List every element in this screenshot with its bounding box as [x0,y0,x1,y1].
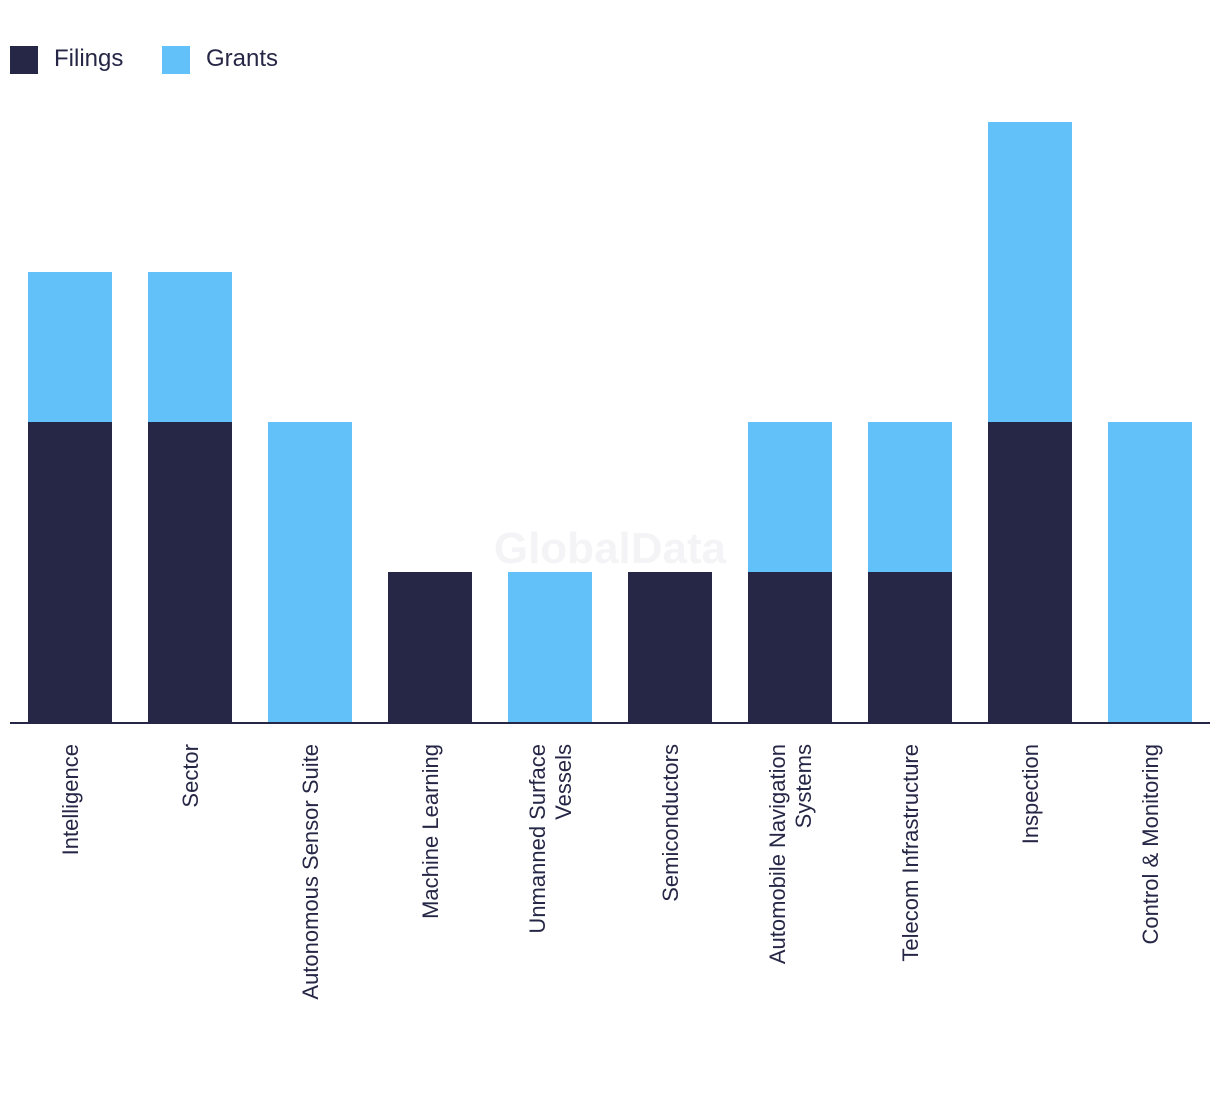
bar-grants-control-and-monitoring [1108,422,1192,722]
x-tick-label-unmanned-surface-vessels: Unmanned SurfaceVessels [525,744,576,934]
bars [28,122,1192,722]
legend-label-grants: Grants [206,45,278,72]
bar-grants-intelligence [28,272,112,422]
bar-filings-intelligence [28,422,112,722]
x-tick-label-telecom-infrastructure: Telecom Infrastructure [898,744,923,962]
legend-label-filings: Filings [54,45,123,72]
watermark-logo: GlobalData [494,524,727,573]
bar-grants-inspection [988,122,1072,422]
legend-swatch-filings [10,46,38,74]
bar-grants-sector [148,272,232,422]
bar-filings-sector [148,422,232,722]
bar-filings-telecom-infrastructure [868,572,952,722]
bar-grants-automobile-navigation-systems [748,422,832,572]
bar-grants-telecom-infrastructure [868,422,952,572]
x-tick-label-semiconductors: Semiconductors [658,744,683,902]
x-tick-label-sector: Sector [178,744,203,808]
x-tick-label-control-and-monitoring: Control & Monitoring [1138,744,1163,945]
bar-grants-unmanned-surface-vessels [508,572,592,722]
bar-filings-machine-learning [388,572,472,722]
x-tick-label-inspection: Inspection [1018,744,1043,844]
bar-filings-automobile-navigation-systems [748,572,832,722]
x-tick-label-automobile-navigation-systems: Automobile NavigationSystems [765,744,816,964]
x-tick-labels: Intelligence Sector Autonomous Sensor Suit… [58,744,1163,1000]
x-tick-label-machine-learning: Machine Learning [418,744,443,919]
bar-filings-semiconductors [628,572,712,722]
legend: Filings Grants [10,45,278,74]
legend-swatch-grants [162,46,190,74]
x-tick-label-autonomous-sensor-suite: Autonomous Sensor Suite [298,744,323,1000]
bar-grants-autonomous-sensor-suite [268,422,352,722]
x-tick-label-intelligence: Intelligence [58,744,83,855]
bar-filings-inspection [988,422,1072,722]
